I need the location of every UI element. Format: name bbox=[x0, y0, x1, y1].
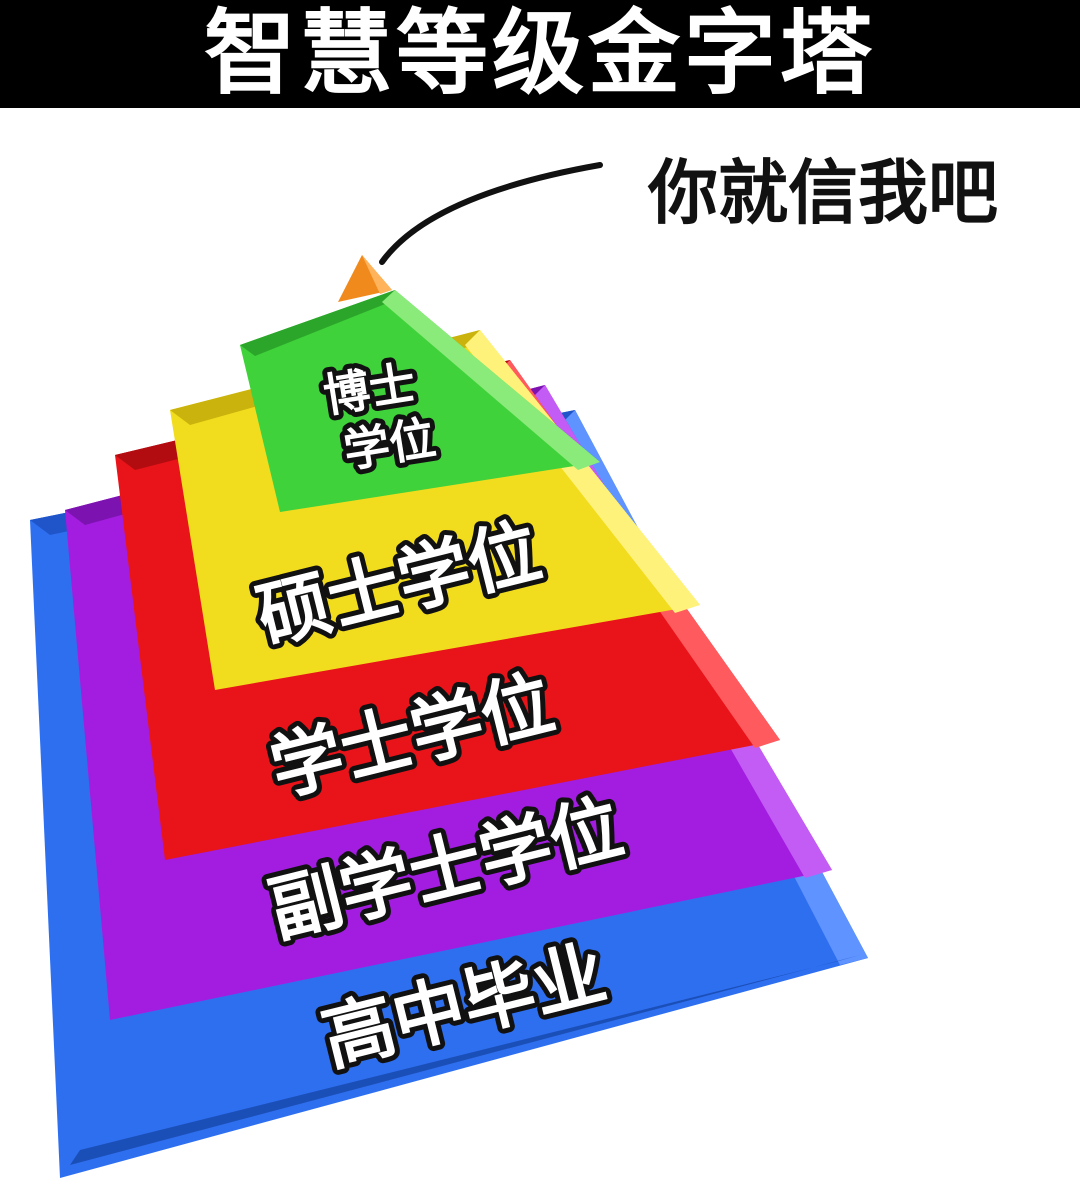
callout-caption: 你就信我吧 bbox=[648, 152, 998, 234]
pyramid-apex bbox=[338, 255, 392, 302]
callout-pointer bbox=[379, 162, 603, 265]
pyramid-illustration: 博士 学位 硕士学位 学士学位 副学士学位 高中毕业 bbox=[30, 162, 868, 1178]
tier-doctor bbox=[240, 290, 600, 512]
page-title: 智慧等级金字塔 bbox=[203, 0, 876, 107]
title-bar: 智慧等级金字塔 bbox=[0, 0, 1080, 108]
